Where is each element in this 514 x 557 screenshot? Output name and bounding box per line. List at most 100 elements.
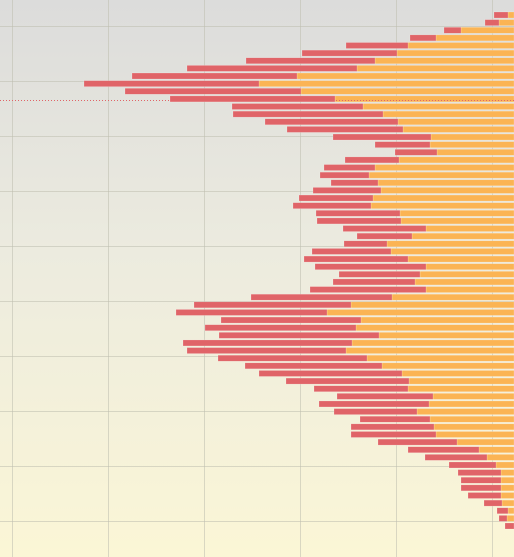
bar xyxy=(326,309,514,316)
bar xyxy=(460,27,514,34)
bar xyxy=(500,484,514,492)
bar xyxy=(428,400,514,408)
bar xyxy=(416,408,514,415)
bar xyxy=(372,194,514,202)
bar xyxy=(402,126,514,133)
bar xyxy=(314,263,427,270)
bar xyxy=(356,65,514,72)
bar xyxy=(286,126,404,133)
bar xyxy=(318,400,430,408)
bar xyxy=(401,370,514,377)
bar xyxy=(218,332,380,339)
bar xyxy=(394,149,438,156)
bar xyxy=(83,80,260,87)
bar xyxy=(193,301,352,309)
bar xyxy=(460,484,502,492)
bar xyxy=(396,49,514,57)
bar xyxy=(425,263,514,270)
bar xyxy=(319,171,370,179)
bar xyxy=(425,286,514,293)
bar xyxy=(355,324,514,331)
bar xyxy=(500,476,514,484)
bar xyxy=(245,57,376,65)
bar xyxy=(377,438,458,446)
bar xyxy=(131,72,298,80)
bar xyxy=(231,103,364,110)
bar xyxy=(378,332,514,339)
bar xyxy=(411,232,514,240)
bar xyxy=(351,339,514,347)
bar xyxy=(370,202,514,209)
bar xyxy=(456,438,514,446)
bar xyxy=(398,156,514,164)
bar xyxy=(315,210,401,217)
bar xyxy=(330,179,379,187)
bar xyxy=(374,57,514,65)
bar xyxy=(182,339,353,347)
bar xyxy=(506,515,514,522)
bar xyxy=(390,248,514,255)
bar xyxy=(312,187,382,194)
bar xyxy=(432,393,514,400)
bar xyxy=(244,362,383,370)
bar xyxy=(493,11,509,19)
bar xyxy=(250,293,393,301)
bar xyxy=(407,446,480,453)
bar xyxy=(391,293,514,301)
bar xyxy=(467,492,502,499)
bar xyxy=(338,271,421,278)
bar xyxy=(350,423,435,431)
bar xyxy=(186,65,358,72)
bar xyxy=(457,469,502,476)
bar xyxy=(169,95,336,103)
bar xyxy=(386,240,514,248)
bar xyxy=(408,377,514,385)
bar xyxy=(356,232,413,240)
bar xyxy=(478,446,514,453)
bar xyxy=(350,301,514,309)
bar xyxy=(343,240,388,248)
bar xyxy=(496,507,509,514)
bar xyxy=(217,354,368,362)
bar xyxy=(501,499,514,507)
bar xyxy=(309,286,427,293)
bar xyxy=(435,34,514,42)
bar xyxy=(360,316,514,324)
bar xyxy=(345,42,409,49)
bar xyxy=(507,507,514,514)
bar xyxy=(407,255,514,263)
bar xyxy=(204,324,357,331)
bar xyxy=(301,49,398,57)
bar xyxy=(292,202,372,209)
bar xyxy=(345,347,514,354)
bar xyxy=(374,141,431,148)
bar xyxy=(382,110,514,118)
bar xyxy=(504,522,514,530)
bar xyxy=(483,499,503,507)
bar xyxy=(498,19,514,26)
bar xyxy=(507,11,514,19)
bar xyxy=(334,95,514,103)
bar xyxy=(366,354,514,362)
bar xyxy=(448,461,497,469)
bar xyxy=(407,385,514,392)
bar xyxy=(300,88,514,95)
bar xyxy=(443,27,462,34)
bar xyxy=(424,454,488,461)
bar xyxy=(124,88,302,95)
bar xyxy=(285,377,410,385)
bar xyxy=(264,118,399,126)
bar xyxy=(336,393,434,400)
bar xyxy=(419,271,514,278)
bar xyxy=(374,164,514,171)
bar xyxy=(344,156,400,164)
bar xyxy=(323,164,376,171)
bar xyxy=(460,476,502,484)
bar xyxy=(435,431,514,438)
bar xyxy=(399,210,514,217)
bar xyxy=(296,72,514,80)
bar xyxy=(332,133,432,141)
bar xyxy=(232,110,384,118)
